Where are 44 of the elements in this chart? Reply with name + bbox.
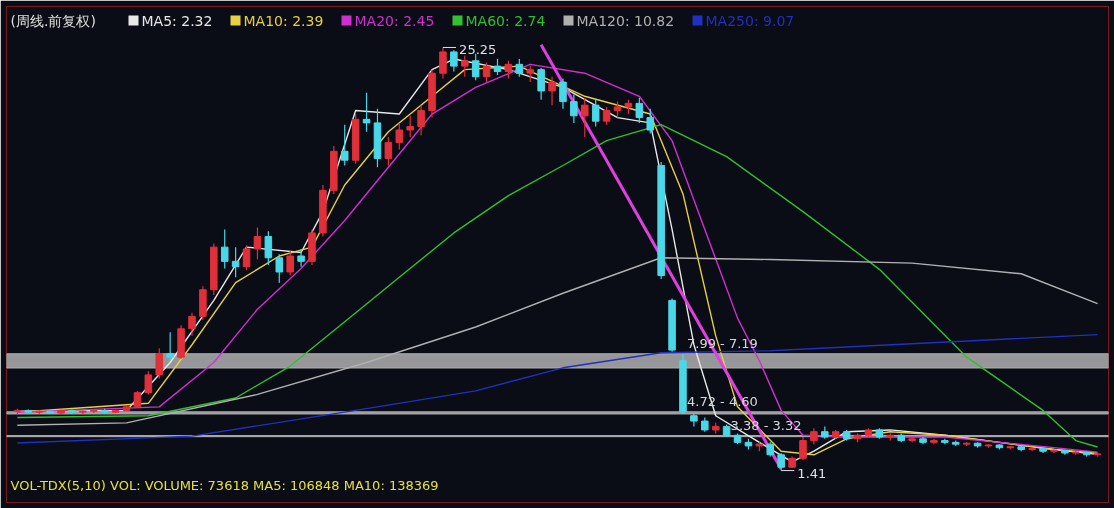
candlestick xyxy=(384,136,393,167)
annotation: 25.25 xyxy=(459,42,497,58)
candlestick xyxy=(155,347,164,380)
candlestick xyxy=(362,92,371,133)
candlestick xyxy=(581,97,589,138)
candlestick xyxy=(417,104,425,136)
legend-label: MA5: 2.32 xyxy=(141,12,213,29)
candlestick xyxy=(220,228,229,270)
annotation: 1.41 xyxy=(797,465,827,481)
legend-label: MA60: 2.74 xyxy=(465,12,546,29)
text: VOL-TDX(5,10) VOL: VOLUME: 73618 MA5: 106848 MA10: 138369 xyxy=(10,477,439,493)
candlestick xyxy=(406,115,414,138)
candlestick xyxy=(286,250,294,277)
candlestick xyxy=(275,253,284,284)
legend-label: MA10: 2.39 xyxy=(243,12,324,29)
candlestick xyxy=(646,108,655,135)
candlestick xyxy=(242,244,251,271)
candlestick xyxy=(340,124,349,167)
candlestick xyxy=(460,54,469,78)
candlestick xyxy=(450,49,458,73)
candlestick xyxy=(395,122,404,151)
candlestick xyxy=(559,77,567,110)
candlestick xyxy=(799,436,807,461)
chart-title: (周线.前复权) xyxy=(10,12,96,29)
candlestick xyxy=(471,53,480,81)
candlestick xyxy=(188,312,196,337)
candlestick xyxy=(548,76,556,106)
candlestick xyxy=(253,227,262,261)
legend-label: MA20: 2.45 xyxy=(354,12,435,29)
candlestick xyxy=(635,97,644,124)
candlestick xyxy=(591,99,600,128)
candlestick xyxy=(231,246,240,278)
candlestick xyxy=(1050,448,1058,454)
candlestick xyxy=(264,230,273,266)
candlestick xyxy=(482,61,491,83)
candlestick xyxy=(439,46,447,80)
candlestick xyxy=(144,370,153,396)
legend-label: MA120: 10.82 xyxy=(576,12,675,29)
candlestick xyxy=(79,409,87,415)
candlestick xyxy=(537,67,545,101)
candlestick xyxy=(570,93,578,124)
legend-label: MA250: 9.07 xyxy=(705,12,795,29)
candlestick xyxy=(166,331,174,362)
candlestick xyxy=(297,248,305,268)
